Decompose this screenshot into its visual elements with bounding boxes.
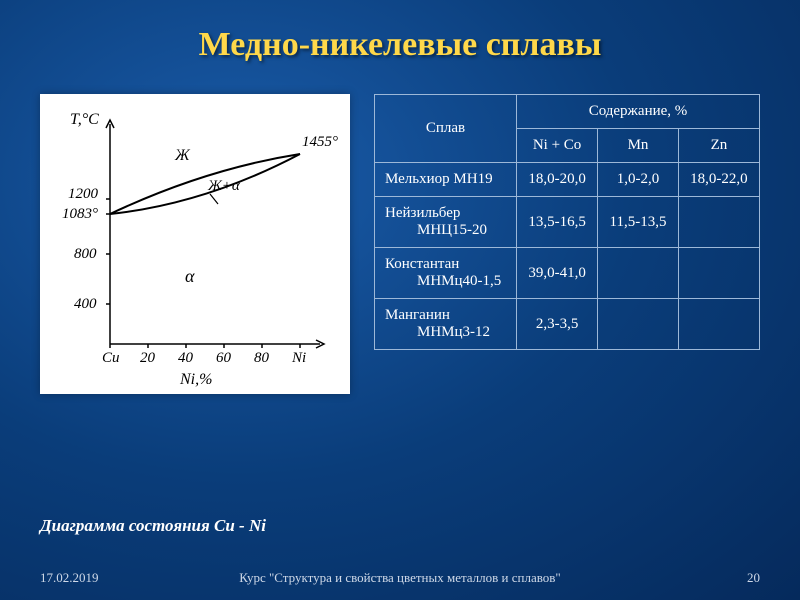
cell-nico: 18,0-20,0 <box>516 163 597 197</box>
chart-svg: T,°C 1455° 400 800 1083° 1200 Cu 20 40 6… <box>40 94 350 394</box>
slide-title: Медно-никелевые сплавы <box>0 0 800 64</box>
alloy-table: Сплав Содержание, % Ni + Co Mn Zn Мельхи… <box>374 94 760 350</box>
cell-nico: 2,3-3,5 <box>516 299 597 350</box>
table-row: Нейзильбер МНЦ15-20 13,5-16,5 11,5-13,5 <box>375 197 760 248</box>
footer: 17.02.2019 Курс "Структура и свойства цв… <box>0 570 800 586</box>
alloy-name: Манганин <box>385 307 450 323</box>
cell-mn <box>598 299 679 350</box>
chart-xtick-1: 20 <box>140 350 156 366</box>
footer-page: 20 <box>747 570 760 586</box>
alloy-name-cell: Нейзильбер МНЦ15-20 <box>375 197 517 248</box>
table-row: Мельхиор МН19 18,0-20,0 1,0-2,0 18,0-22,… <box>375 163 760 197</box>
chart-xtick-5: Ni <box>291 350 306 366</box>
col-zn: Zn <box>678 129 759 163</box>
table-row: Константан МНМц40-1,5 39,0-41,0 <box>375 248 760 299</box>
chart-xtick-4: 80 <box>254 350 270 366</box>
content-row: T,°C 1455° 400 800 1083° 1200 Cu 20 40 6… <box>0 64 800 394</box>
cell-zn <box>678 299 759 350</box>
chart-region-mixed: Ж+α <box>207 178 241 194</box>
cell-mn <box>598 248 679 299</box>
alloy-name-cell: Мельхиор МН19 <box>375 163 517 197</box>
phase-diagram: T,°C 1455° 400 800 1083° 1200 Cu 20 40 6… <box>40 94 350 394</box>
cell-nico: 13,5-16,5 <box>516 197 597 248</box>
col-mn: Mn <box>598 129 679 163</box>
cell-zn <box>678 197 759 248</box>
chart-ytick-1: 800 <box>74 246 97 262</box>
cell-mn: 1,0-2,0 <box>598 163 679 197</box>
alloy-sub: МНЦ15-20 <box>385 222 506 239</box>
cell-zn: 18,0-22,0 <box>678 163 759 197</box>
cell-mn: 11,5-13,5 <box>598 197 679 248</box>
footer-date: 17.02.2019 <box>40 570 99 586</box>
chart-xtick-0: Cu <box>102 350 120 366</box>
footer-course: Курс "Структура и свойства цветных метал… <box>239 570 560 586</box>
alloy-name-cell: Манганин МНМц3-12 <box>375 299 517 350</box>
chart-ytick-2: 1083° <box>62 206 98 222</box>
cell-zn <box>678 248 759 299</box>
chart-ytick-3: 1200 <box>68 186 99 202</box>
chart-xtick-2: 40 <box>178 350 194 366</box>
col-nico: Ni + Co <box>516 129 597 163</box>
chart-x-label: Ni,% <box>179 371 212 388</box>
alloy-sub: МНМц40-1,5 <box>385 273 506 290</box>
alloy-name: Мельхиор МН19 <box>385 171 493 187</box>
chart-y-label: T,°C <box>70 111 99 128</box>
col-content: Содержание, % <box>516 95 759 129</box>
table-header-row-1: Сплав Содержание, % <box>375 95 760 129</box>
chart-region-alpha: α <box>185 266 195 286</box>
alloy-sub: МНМц3-12 <box>385 324 506 341</box>
alloy-name: Константан <box>385 256 459 272</box>
table-row: Манганин МНМц3-12 2,3-3,5 <box>375 299 760 350</box>
col-alloy: Сплав <box>375 95 517 163</box>
alloy-table-wrap: Сплав Содержание, % Ni + Co Mn Zn Мельхи… <box>374 94 760 394</box>
diagram-caption: Диаграмма состояния Cu - Ni <box>40 516 266 536</box>
chart-top-right-label: 1455° <box>302 134 338 150</box>
alloy-name: Нейзильбер <box>385 205 460 221</box>
chart-xtick-3: 60 <box>216 350 232 366</box>
chart-ytick-0: 400 <box>74 296 97 312</box>
cell-nico: 39,0-41,0 <box>516 248 597 299</box>
chart-region-liquid: Ж <box>174 147 191 164</box>
alloy-name-cell: Константан МНМц40-1,5 <box>375 248 517 299</box>
